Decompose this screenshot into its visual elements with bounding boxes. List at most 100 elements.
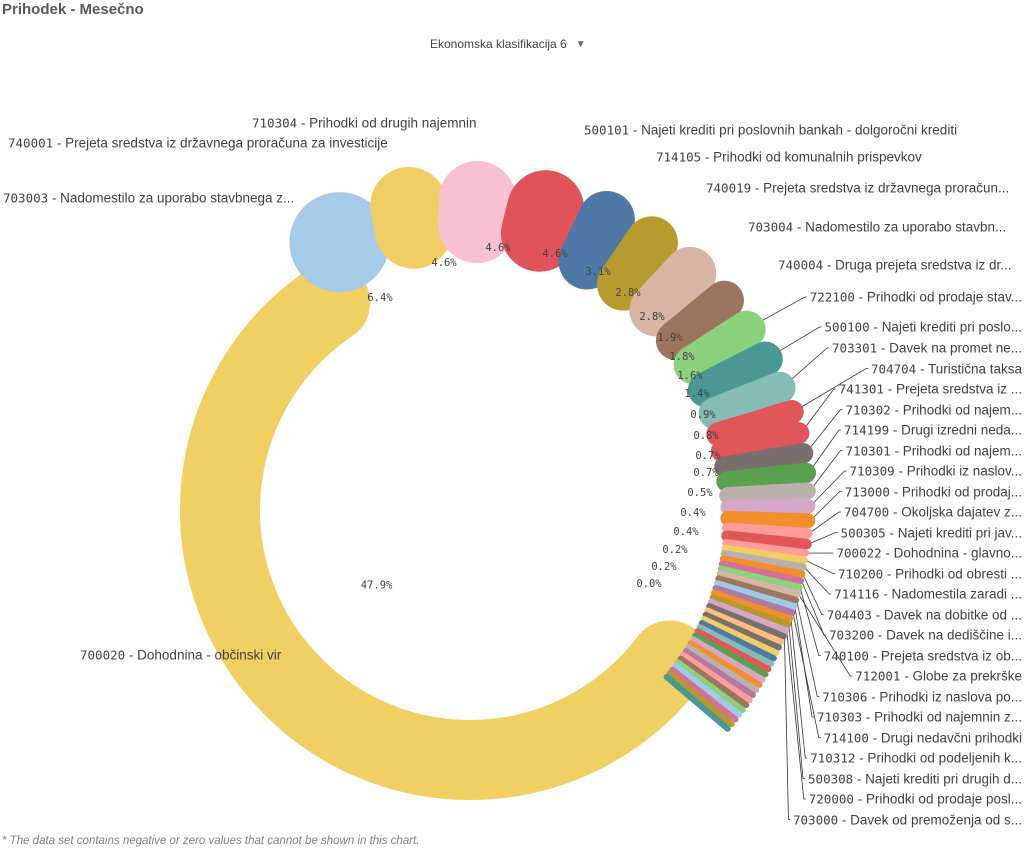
slice-704700[interactable]	[721, 522, 813, 539]
slice-label-713000[interactable]: 713000 - Prihodki od prodaj...	[845, 484, 1022, 499]
slice-label-740019[interactable]: 740019 - Prejeta sredstva iz državnega p…	[706, 181, 1009, 196]
dimension-selector-label: Ekonomska klasifikacija 6	[430, 37, 567, 51]
slice-722100[interactable]	[673, 310, 766, 384]
slice-label-500101[interactable]: 500101 - Najeti krediti pri poslovnih ba…	[584, 123, 957, 138]
slice-minor[interactable]	[663, 673, 731, 732]
slice-label-710303[interactable]: 710303 - Prihodki od najemnin z...	[817, 710, 1022, 725]
slice-704403[interactable]	[719, 555, 806, 578]
slice-label-714199[interactable]: 714199 - Drugi izredni neda...	[844, 423, 1022, 438]
slice-label-500100[interactable]: 500100 - Najeti krediti pri poslo...	[825, 320, 1022, 335]
slice-minor[interactable]	[702, 611, 782, 651]
slice-label-500308[interactable]: 500308 - Najeti krediti pri drugih d...	[808, 771, 1022, 786]
leader-line	[796, 600, 820, 697]
slice-name: Davek na promet ne...	[889, 340, 1022, 356]
slice-710306[interactable]	[715, 575, 800, 604]
slice-703200[interactable]	[718, 560, 805, 585]
slice-code: 710303	[817, 709, 863, 725]
slice-minor[interactable]	[666, 670, 735, 728]
slice-712001[interactable]	[716, 570, 801, 598]
slice-703000[interactable]	[706, 603, 787, 640]
slice-minor[interactable]	[704, 607, 785, 645]
percent-label: 3.1%	[585, 266, 611, 278]
slice-label-703000[interactable]: 703000 - Davek od premoženja od s...	[793, 812, 1022, 827]
slice-minor[interactable]	[696, 624, 775, 667]
slice-714116[interactable]	[720, 549, 807, 571]
slice-minor[interactable]	[672, 663, 743, 718]
slice-710309[interactable]	[720, 498, 816, 515]
slice-714100[interactable]	[712, 584, 796, 616]
slice-740004[interactable]	[655, 280, 744, 361]
slice-500305[interactable]	[721, 530, 812, 550]
slice-label-500305[interactable]: 500305 - Najeti krediti pri jav...	[841, 525, 1022, 540]
slice-710303[interactable]	[713, 580, 798, 610]
slice-703004[interactable]	[629, 246, 717, 337]
slice-label-700020[interactable]: 700020 - Dohodnina - občinski vir	[80, 648, 281, 663]
slice-label-704403[interactable]: 704403 - Davek na dobitke od ...	[827, 607, 1022, 622]
dimension-selector[interactable]: Ekonomska klasifikacija 6 ▼	[430, 37, 586, 51]
slice-minor[interactable]	[682, 648, 757, 699]
slice-label-714105[interactable]: 714105 - Prihodki od komunalnih prispevk…	[656, 150, 922, 165]
slice-minor[interactable]	[690, 636, 766, 683]
slice-700020[interactable]	[180, 262, 710, 800]
slice-710301[interactable]	[719, 482, 816, 504]
slice-minor[interactable]	[698, 620, 777, 662]
separator: -	[871, 607, 884, 622]
slice-label-720000[interactable]: 720000 - Prihodki od prodaje posl...	[809, 792, 1022, 807]
slice-label-710304[interactable]: 710304 - Prihodki od drugih najemnin	[252, 116, 477, 131]
separator: -	[879, 586, 892, 602]
slice-710200[interactable]	[721, 544, 808, 564]
slice-label-703003[interactable]: 703003 - Nadomestilo za uporabo stavbneg…	[3, 191, 294, 206]
slice-label-704704[interactable]: 704704 - Turistična taksa	[871, 361, 1022, 376]
slice-label-710301[interactable]: 710301 - Prihodki od najem...	[846, 443, 1022, 458]
slice-740019[interactable]	[597, 216, 678, 311]
slice-710302[interactable]	[714, 443, 814, 477]
slice-741301[interactable]	[710, 422, 810, 463]
slice-703301[interactable]	[698, 371, 796, 430]
slice-minor[interactable]	[680, 651, 753, 704]
slice-label-710302[interactable]: 710302 - Prihodki od najem...	[846, 402, 1022, 417]
slice-label-700022[interactable]: 700022 - Dohodnina - glavno...	[837, 546, 1023, 561]
slice-label-710200[interactable]: 710200 - Prihodki od obresti ...	[838, 566, 1022, 581]
slice-label-741301[interactable]: 741301 - Prejeta sredstva iz ...	[839, 382, 1022, 397]
slice-500101[interactable]	[501, 170, 585, 272]
slice-label-722100[interactable]: 722100 - Prihodki od prodaje stav...	[810, 290, 1022, 305]
slice-740100[interactable]	[717, 565, 803, 591]
slice-700022[interactable]	[722, 539, 810, 557]
slice-code: 500308	[808, 771, 854, 786]
slice-label-710306[interactable]: 710306 - Prihodki iz naslova po...	[822, 689, 1022, 704]
slice-label-714116[interactable]: 714116 - Nadomestila zaradi ...	[834, 587, 1022, 602]
slice-label-740004[interactable]: 740004 - Druga prejeta sredstva iz dr...	[778, 258, 1012, 273]
slice-label-710309[interactable]: 710309 - Prihodki iz naslov...	[850, 464, 1022, 479]
slice-label-703200[interactable]: 703200 - Davek na dediščine i...	[829, 628, 1022, 643]
leader-line	[803, 567, 832, 595]
slice-710312[interactable]	[711, 589, 794, 622]
slice-label-740100[interactable]: 740100 - Prejeta sredstva iz ob...	[824, 648, 1022, 663]
slice-label-740001[interactable]: 740001 - Prejeta sredstva iz državnega p…	[8, 136, 388, 151]
slice-500308[interactable]	[709, 594, 792, 628]
slice-minor[interactable]	[685, 644, 760, 693]
slice-label-710312[interactable]: 710312 - Prihodki od podeljenih k...	[810, 751, 1022, 766]
slice-minor[interactable]	[687, 640, 763, 688]
slice-label-703004[interactable]: 703004 - Nadomestilo za uporabo stavbn..…	[748, 220, 1006, 235]
slice-720000[interactable]	[707, 598, 790, 634]
slice-minor[interactable]	[694, 628, 772, 673]
slice-minor[interactable]	[675, 659, 746, 713]
slice-714105[interactable]	[558, 190, 635, 290]
slice-label-712001[interactable]: 712001 - Globe za prekrške	[855, 669, 1022, 684]
slice-label-704700[interactable]: 704700 - Okoljska dajatev z...	[844, 505, 1022, 520]
slice-740001[interactable]	[370, 166, 453, 269]
slice-code: 710302	[845, 402, 891, 417]
slice-label-703301[interactable]: 703301 - Davek na promet ne...	[832, 341, 1022, 356]
slice-710304[interactable]	[438, 160, 516, 264]
slice-minor[interactable]	[700, 615, 780, 656]
slice-500100[interactable]	[687, 341, 783, 408]
slice-704704[interactable]	[706, 399, 804, 447]
leader-line	[809, 450, 843, 491]
slice-minor[interactable]	[669, 666, 739, 723]
slice-minor[interactable]	[692, 632, 769, 678]
slice-713000[interactable]	[720, 510, 816, 529]
slice-code: 500101	[584, 122, 630, 138]
slice-label-714100[interactable]: 714100 - Drugi nedavčni prihodki	[824, 730, 1022, 745]
slice-714199[interactable]	[716, 462, 817, 492]
slice-minor[interactable]	[677, 655, 750, 709]
